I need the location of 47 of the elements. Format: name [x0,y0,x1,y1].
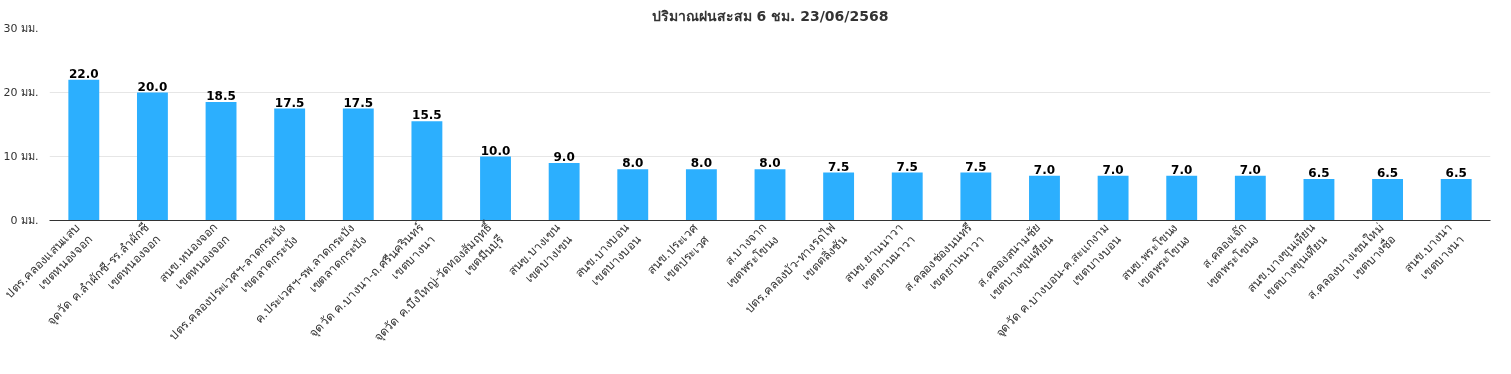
data-label: 6.5 [1445,165,1467,180]
data-label: 8.0 [690,156,713,171]
bar [205,102,237,221]
data-label: 17.5 [274,95,305,110]
data-label: 15.5 [412,108,442,123]
bar [1303,178,1335,221]
bar [1372,178,1404,221]
bar [1166,175,1198,221]
data-label: 9.0 [553,149,575,164]
bar [274,108,306,221]
data-label: 22.0 [69,66,99,81]
bar [1440,178,1472,221]
y-tick-label: 20 มม. [3,86,39,99]
bar [1097,175,1129,221]
chart-title: ปริมาณฝนสะสม 6 ชม. 23/06/2568 [651,7,889,24]
bar [754,169,786,221]
data-label: 18.5 [206,89,236,104]
bar [1029,175,1060,221]
data-label: 7.0 [1239,162,1261,177]
bar [617,169,649,221]
bar [891,172,923,221]
data-label: 7.5 [827,159,850,174]
data-label: 17.5 [343,95,374,110]
data-label: 7.5 [965,159,987,174]
data-label: 8.0 [759,156,781,171]
data-label: 6.5 [1376,165,1399,180]
data-label: 10.0 [480,143,511,158]
data-label: 7.0 [1033,162,1056,177]
bar [68,79,100,221]
bar [823,172,855,221]
data-label: 7.0 [1171,162,1193,177]
bar [1234,175,1266,221]
data-label: 20.0 [137,79,168,94]
bar [685,169,717,221]
data-label: 6.5 [1308,165,1330,180]
y-tick-label: 0 มม. [10,214,39,227]
data-label: 7.5 [896,159,918,174]
data-label: 7.0 [1102,162,1124,177]
data-label: 8.0 [622,156,644,171]
y-tick-label: 10 มม. [3,150,39,163]
y-tick-label: 30 มม. [3,22,39,35]
bar [136,92,168,221]
bar [548,162,580,221]
bar [480,156,511,221]
bar [342,108,374,221]
bar [411,121,443,221]
bar [960,172,992,221]
